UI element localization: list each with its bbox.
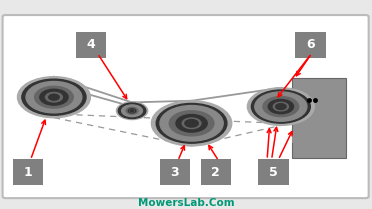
- Text: 3: 3: [170, 166, 179, 179]
- Circle shape: [276, 104, 286, 110]
- Circle shape: [169, 111, 214, 136]
- Circle shape: [122, 105, 142, 117]
- Circle shape: [40, 89, 68, 105]
- FancyBboxPatch shape: [76, 32, 106, 58]
- Circle shape: [116, 102, 148, 120]
- Text: 6: 6: [306, 38, 315, 51]
- Circle shape: [130, 110, 134, 112]
- Circle shape: [26, 82, 82, 113]
- Circle shape: [185, 120, 198, 127]
- Circle shape: [151, 101, 232, 146]
- Circle shape: [130, 110, 134, 112]
- Circle shape: [263, 97, 299, 117]
- FancyBboxPatch shape: [160, 159, 190, 186]
- Text: MowersLab.Com: MowersLab.Com: [138, 198, 234, 208]
- Circle shape: [176, 115, 207, 132]
- FancyBboxPatch shape: [13, 159, 43, 186]
- Circle shape: [118, 103, 146, 119]
- Circle shape: [156, 103, 227, 143]
- Circle shape: [126, 107, 138, 114]
- FancyBboxPatch shape: [292, 78, 346, 158]
- Circle shape: [273, 102, 288, 111]
- Circle shape: [45, 92, 62, 102]
- FancyBboxPatch shape: [201, 159, 231, 186]
- Circle shape: [182, 118, 201, 129]
- Circle shape: [35, 86, 73, 108]
- FancyBboxPatch shape: [295, 32, 326, 58]
- Text: 5: 5: [269, 166, 278, 179]
- Circle shape: [17, 77, 90, 118]
- Text: 4: 4: [87, 38, 96, 51]
- Circle shape: [247, 88, 314, 125]
- FancyBboxPatch shape: [292, 135, 307, 143]
- FancyBboxPatch shape: [258, 159, 289, 186]
- Circle shape: [251, 90, 310, 123]
- Circle shape: [268, 99, 294, 114]
- Circle shape: [49, 94, 59, 100]
- Circle shape: [255, 92, 307, 121]
- Text: 1: 1: [23, 166, 32, 179]
- Circle shape: [160, 106, 223, 141]
- FancyBboxPatch shape: [3, 15, 369, 198]
- Text: 2: 2: [211, 166, 220, 179]
- Circle shape: [128, 109, 136, 113]
- Circle shape: [22, 79, 86, 115]
